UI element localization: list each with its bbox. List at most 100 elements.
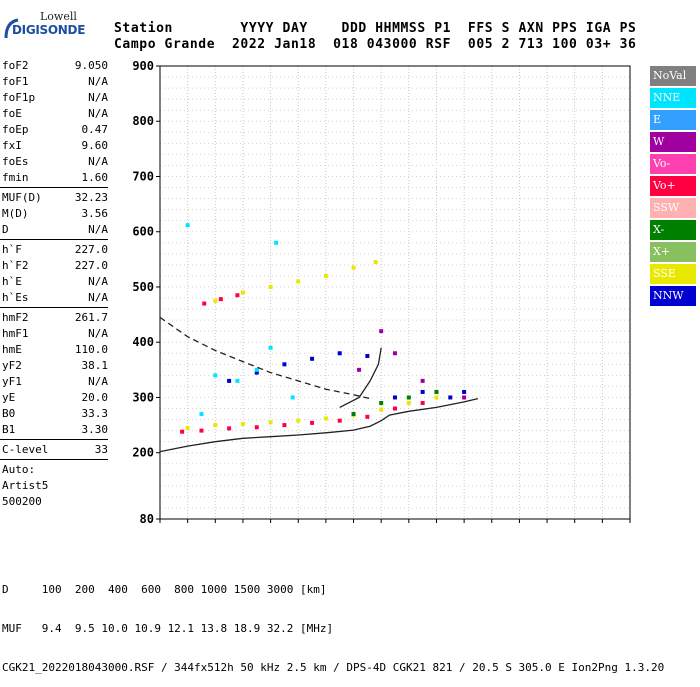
param-value: 3.30 bbox=[81, 423, 109, 436]
echo-point bbox=[254, 425, 259, 430]
param-label: MUF(D) bbox=[2, 191, 42, 204]
x-tick-label: 17 bbox=[595, 526, 609, 528]
echo-point bbox=[351, 265, 356, 270]
param-value: 33.3 bbox=[81, 407, 109, 420]
legend-item: NoVal bbox=[650, 66, 696, 86]
x-tick-label: 5 bbox=[267, 526, 274, 528]
param-row: hmE 110.0 bbox=[0, 342, 112, 358]
legend-item: NNW bbox=[650, 286, 696, 306]
param-value: 227.0 bbox=[74, 243, 108, 256]
param-row: yF2 38.1 bbox=[0, 358, 112, 374]
footer: D 100 200 400 600 800 1000 1500 3000 [km… bbox=[2, 557, 664, 687]
echo-point bbox=[448, 395, 453, 400]
param-divider bbox=[0, 187, 108, 188]
x-tick-label: 11 bbox=[429, 526, 443, 528]
param-value: N/A bbox=[88, 75, 108, 88]
echo-point bbox=[373, 260, 378, 265]
echo-point bbox=[406, 400, 411, 405]
param-label: h`F2 bbox=[2, 259, 29, 272]
param-label: M(D) bbox=[2, 207, 29, 220]
parameter-panel: foF2 9.050 foF1 N/A foF1p N/A foE N/A foEp 0.47 fx… bbox=[0, 58, 112, 510]
param-label: foF1p bbox=[2, 91, 36, 104]
echo-point bbox=[393, 406, 397, 411]
echo-point bbox=[310, 420, 315, 425]
param-label: yF2 bbox=[2, 359, 22, 372]
param-value: 227.0 bbox=[74, 259, 108, 272]
param-label: yF1 bbox=[2, 375, 22, 388]
extrapolated-profile-line bbox=[159, 316, 371, 400]
param-label: hmF2 bbox=[2, 311, 29, 324]
echo-point bbox=[406, 395, 411, 400]
param-value: 261.7 bbox=[74, 311, 108, 324]
echo-point bbox=[213, 373, 218, 378]
legend-item: NNE bbox=[650, 88, 696, 108]
echo-point bbox=[282, 362, 287, 367]
echo-point bbox=[227, 426, 232, 431]
param-label: fmin bbox=[2, 171, 29, 184]
x-tick-label: 18 bbox=[623, 526, 637, 528]
param-row: h`Es N/A bbox=[0, 290, 112, 306]
param-row: hmF1 N/A bbox=[0, 326, 112, 342]
echo-point bbox=[202, 301, 207, 306]
echo-point bbox=[213, 298, 218, 303]
param-value: N/A bbox=[88, 91, 108, 104]
param-value: 110.0 bbox=[74, 343, 108, 356]
param-row: B1 3.30 bbox=[0, 422, 112, 438]
legend-item: X+ bbox=[650, 242, 696, 262]
x-tick-label: 4 bbox=[239, 526, 246, 528]
x-tick-label: 8 bbox=[350, 526, 357, 528]
echo-point bbox=[462, 395, 467, 400]
param-label: foEp bbox=[2, 123, 29, 136]
legend-item: E bbox=[650, 110, 696, 130]
param-label: hmE bbox=[2, 343, 22, 356]
auto-scaling-text: Artist5 bbox=[2, 479, 49, 492]
param-value: 20.0 bbox=[81, 391, 109, 404]
legend-item: Vo- bbox=[650, 154, 696, 174]
param-label: foE bbox=[2, 107, 22, 120]
profile-line bbox=[159, 397, 479, 453]
param-row: fxI 9.60 bbox=[0, 138, 112, 154]
param-label: h`F bbox=[2, 243, 22, 256]
param-label: D bbox=[2, 223, 9, 236]
param-value: 1.60 bbox=[81, 171, 109, 184]
echo-point bbox=[420, 378, 425, 383]
param-label: foEs bbox=[2, 155, 29, 168]
param-row: C-level 33 bbox=[0, 442, 112, 458]
logo-line2: DIGISONDE bbox=[12, 23, 86, 37]
param-value: N/A bbox=[88, 223, 108, 236]
param-label: foF1 bbox=[2, 75, 29, 88]
echo-point bbox=[254, 370, 259, 375]
param-row: foEs N/A bbox=[0, 154, 112, 170]
param-value: 3.56 bbox=[81, 207, 109, 220]
footer-file-info: CGK21_2022018043000.RSF / 344fx512h 50 k… bbox=[2, 661, 665, 674]
y-tick-label: 200 bbox=[132, 446, 154, 460]
logo-swoosh-icon bbox=[4, 18, 19, 39]
echo-point bbox=[357, 367, 362, 372]
param-row: B0 33.3 bbox=[0, 406, 112, 422]
echo-point bbox=[254, 367, 259, 372]
x-tick-label: 9 bbox=[378, 526, 385, 528]
param-row: h`E N/A bbox=[0, 274, 112, 290]
param-row: foE N/A bbox=[0, 106, 112, 122]
echo-point bbox=[185, 223, 190, 228]
echo-point bbox=[393, 395, 397, 400]
ionogram-chart: 8020030040050060070080090012345678910111… bbox=[132, 59, 637, 528]
echo-point bbox=[240, 421, 245, 426]
param-value: 32.23 bbox=[74, 191, 108, 204]
echo-point bbox=[240, 290, 245, 295]
echo-point bbox=[420, 389, 425, 394]
echo-point bbox=[235, 293, 240, 298]
echo-point bbox=[462, 389, 467, 394]
x-tick-label: 3 bbox=[212, 526, 219, 528]
header-values: Campo Grande 2022 Jan18 018 043000 RSF 0… bbox=[114, 37, 637, 52]
x-tick-label: 15 bbox=[540, 526, 554, 528]
param-label: hmF1 bbox=[2, 327, 29, 340]
param-divider bbox=[0, 439, 108, 440]
param-divider bbox=[0, 239, 108, 240]
plot-frame bbox=[159, 65, 631, 520]
x-tick-label: 10 bbox=[402, 526, 416, 528]
x-tick-label: 2 bbox=[184, 526, 191, 528]
echo-point bbox=[379, 407, 384, 412]
legend-item: Vo+ bbox=[650, 176, 696, 196]
y-tick-label: 80 bbox=[140, 512, 154, 526]
